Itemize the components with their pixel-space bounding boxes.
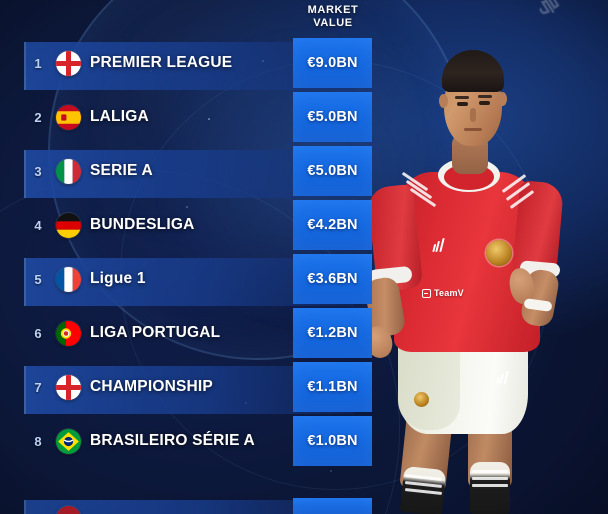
value-box: €1.1BN <box>293 362 372 412</box>
table-row[interactable]: 6 LIGA PORTUGAL €1.2BN <box>0 306 390 360</box>
league-name: LIGA PORTUGAL <box>90 324 221 341</box>
value-box <box>293 498 372 514</box>
rank-number: 2 <box>34 109 42 125</box>
market-value: €9.0BN <box>307 55 358 71</box>
market-value-header-line1: MARKET <box>307 4 359 16</box>
rank-number: 1 <box>34 55 42 71</box>
rank-number: 5 <box>34 271 42 287</box>
market-value: €5.0BN <box>307 163 358 179</box>
flag-icon-brazil <box>56 429 81 454</box>
market-value-column-header: MARKET VALUE <box>290 4 376 30</box>
market-value: €4.2BN <box>307 217 358 233</box>
rank-number: 3 <box>34 163 42 179</box>
table-row[interactable]: 7 CHAMPIONSHIP €1.1BN <box>0 360 390 414</box>
value-box: €3.6BN <box>293 254 372 304</box>
value-box: €1.2BN <box>293 308 372 358</box>
value-box: €5.0BN <box>293 146 372 196</box>
market-value: €1.0BN <box>307 433 358 449</box>
sponsor-text: TeamV <box>434 288 464 298</box>
flag-icon-france <box>56 267 81 292</box>
table-row-partial <box>0 498 390 514</box>
rank-number: 8 <box>34 433 42 449</box>
value-box: €5.0BN <box>293 92 372 142</box>
shirt-sponsor: TeamV <box>422 288 464 298</box>
league-name: PREMIER LEAGUE <box>90 54 233 71</box>
table-row[interactable]: 5 Ligue 1 €3.6BN <box>0 252 390 306</box>
table-row[interactable]: 4 BUNDESLIGA €4.2BN <box>0 198 390 252</box>
flag-icon-netherlands <box>56 506 81 514</box>
market-value: €1.1BN <box>307 379 358 395</box>
league-name: SERIE A <box>90 162 153 179</box>
row-band <box>24 500 354 514</box>
league-name: BRASILEIRO SÉRIE A <box>90 432 255 449</box>
market-value: €5.0BN <box>307 109 358 125</box>
teamviewer-logo-icon <box>422 288 431 298</box>
league-name: BUNDESLIGA <box>90 216 195 233</box>
rank-number: 6 <box>34 325 42 341</box>
value-box: €1.0BN <box>293 416 372 466</box>
flag-icon-england <box>56 375 81 400</box>
league-name: CHAMPIONSHIP <box>90 378 213 395</box>
market-value: €1.2BN <box>307 325 358 341</box>
flag-icon-italy <box>56 159 81 184</box>
watermark-text: 明珠号 <box>506 0 563 22</box>
flag-icon-england <box>56 51 81 76</box>
market-value-header-line2: VALUE <box>313 17 353 29</box>
league-name: LALIGA <box>90 108 149 125</box>
rank-number: 7 <box>34 379 42 395</box>
value-box: €9.0BN <box>293 38 372 88</box>
table-row[interactable]: 1 PREMIER LEAGUE €9.0BN <box>0 36 390 90</box>
flag-icon-germany <box>56 213 81 238</box>
league-name: Ligue 1 <box>90 270 146 287</box>
market-value: €3.6BN <box>307 271 358 287</box>
flag-icon-spain <box>56 105 81 130</box>
table-row[interactable]: 3 SERIE A €5.0BN <box>0 144 390 198</box>
table-row[interactable]: 8 BRASILEIRO SÉRIE A €1.0BN <box>0 414 390 468</box>
watermark: 明珠号 <box>458 0 595 97</box>
table-row[interactable]: 2 LALIGA €5.0BN <box>0 90 390 144</box>
rank-number: 4 <box>34 217 42 233</box>
value-box: €4.2BN <box>293 200 372 250</box>
flag-icon-portugal <box>56 321 81 346</box>
league-ranking-table: 1 PREMIER LEAGUE €9.0BN 2 LALIGA €5.0BN 3 SERIE… <box>0 36 390 468</box>
player-photo: TeamV <box>360 0 608 514</box>
